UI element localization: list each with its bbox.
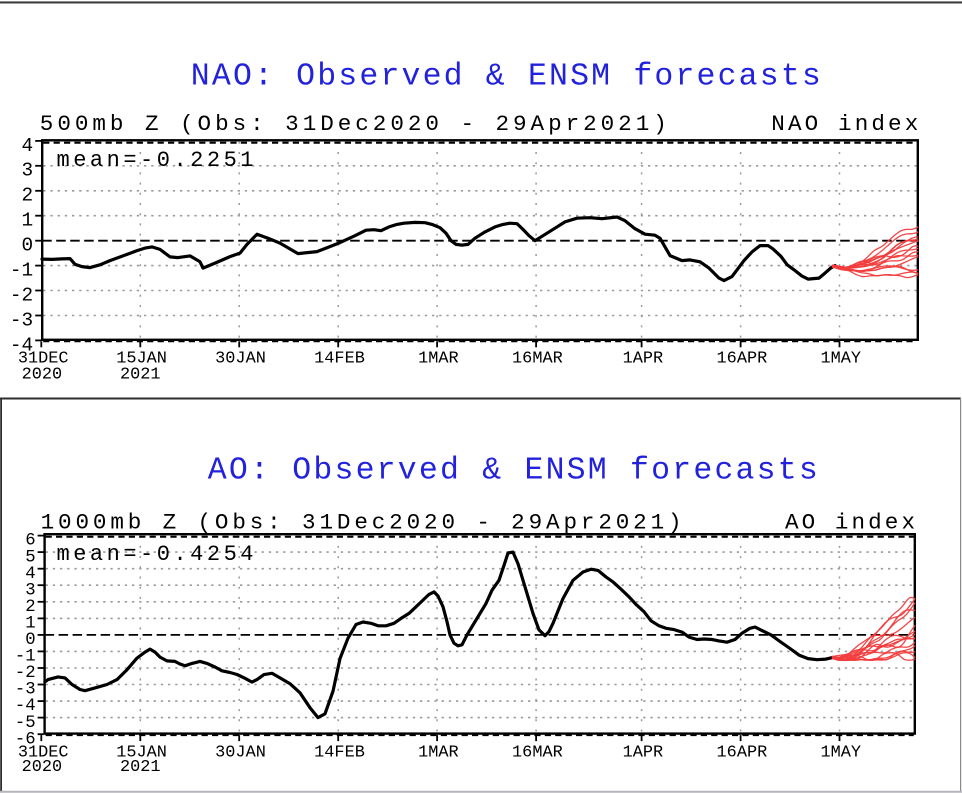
svg-text:-5: -5 (15, 714, 36, 733)
svg-text:-4: -4 (10, 334, 33, 356)
svg-text:1000mb Z (Obs: 31Dec2020 - 29A: 1000mb Z (Obs: 31Dec2020 - 29Apr2021) (41, 510, 682, 536)
svg-text:2020: 2020 (22, 366, 63, 385)
svg-text:2: 2 (22, 185, 34, 207)
svg-text:AO: Observed & ENSM forecasts: AO: Observed & ENSM forecasts (208, 454, 818, 489)
svg-text:16APR: 16APR (717, 350, 768, 369)
svg-text:1APR: 1APR (623, 350, 664, 369)
svg-text:30JAN: 30JAN (215, 350, 266, 369)
svg-text:3: 3 (25, 581, 35, 600)
svg-text:4: 4 (22, 135, 34, 157)
svg-text:0: 0 (25, 631, 35, 650)
svg-text:1: 1 (22, 210, 34, 232)
svg-text:14FEB: 14FEB (314, 350, 365, 369)
svg-text:1: 1 (25, 615, 35, 634)
svg-text:15JAN: 15JAN (116, 350, 167, 369)
svg-text:14FEB: 14FEB (314, 744, 365, 763)
svg-text:1MAR: 1MAR (418, 350, 459, 369)
svg-text:30JAN: 30JAN (215, 744, 266, 763)
svg-text:4: 4 (25, 565, 35, 584)
svg-text:2: 2 (25, 598, 35, 617)
svg-text:1MAY: 1MAY (821, 744, 862, 763)
svg-text:-1: -1 (15, 648, 36, 667)
svg-text:-3: -3 (15, 681, 36, 700)
svg-text:3: 3 (22, 160, 34, 182)
svg-text:31DEC: 31DEC (18, 350, 69, 369)
svg-text:-2: -2 (10, 284, 33, 306)
svg-text:NAO index: NAO index (771, 111, 918, 137)
svg-text:-2: -2 (15, 664, 36, 683)
svg-text:15JAN: 15JAN (116, 744, 167, 763)
svg-text:-3: -3 (10, 309, 33, 331)
svg-text:2020: 2020 (22, 758, 63, 777)
svg-text:16APR: 16APR (717, 744, 768, 763)
svg-text:-6: -6 (15, 730, 36, 749)
svg-text:2021: 2021 (120, 366, 161, 385)
svg-text:16MAR: 16MAR (512, 350, 563, 369)
svg-text:5: 5 (25, 548, 35, 567)
svg-text:1APR: 1APR (623, 744, 664, 763)
svg-text:-4: -4 (15, 697, 36, 716)
svg-text:16MAR: 16MAR (512, 744, 563, 763)
svg-text:1MAR: 1MAR (418, 744, 459, 763)
svg-text:0: 0 (22, 235, 34, 257)
svg-text:6: 6 (25, 532, 35, 551)
svg-text:1MAY: 1MAY (821, 350, 862, 369)
svg-text:-1: -1 (10, 260, 33, 282)
svg-text:31DEC: 31DEC (18, 744, 69, 763)
svg-text:2021: 2021 (120, 758, 161, 777)
